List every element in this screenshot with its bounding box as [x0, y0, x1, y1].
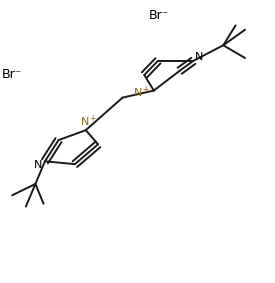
Text: Br⁻: Br⁻	[2, 68, 23, 82]
Text: Br⁻: Br⁻	[149, 9, 169, 22]
Text: N: N	[195, 52, 203, 63]
Text: N$^+$: N$^+$	[133, 84, 150, 100]
Text: N: N	[34, 160, 42, 170]
Text: N$^+$: N$^+$	[80, 114, 97, 129]
